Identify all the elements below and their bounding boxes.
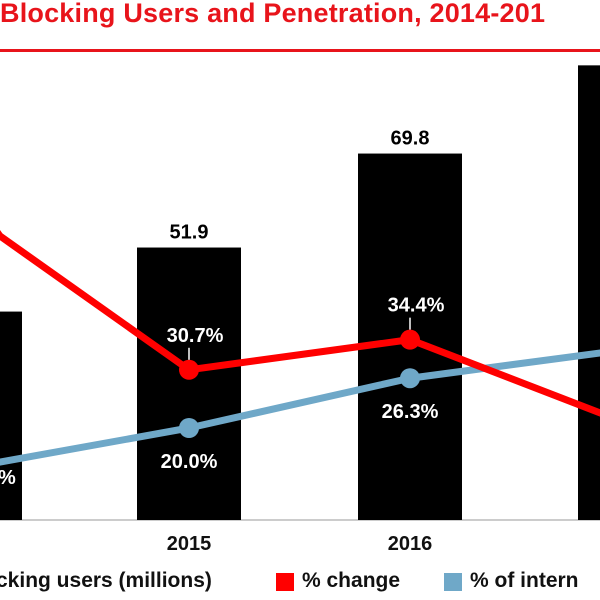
- legend-label-change: % change: [302, 569, 401, 592]
- bar-3: [578, 65, 600, 520]
- penetration-line: [0, 349, 600, 466]
- ticks-layer: 2015 2016: [167, 533, 433, 555]
- bar-0: [0, 311, 22, 520]
- legend-label-penetration: % of intern: [470, 569, 579, 592]
- penetration-value-label-2: 26.3%: [382, 401, 439, 423]
- labels-layer: 51.9 69.8 30.7% 34.4%% 20.0% 26.3%: [0, 128, 445, 489]
- x-tick-label-2: 2016: [388, 533, 433, 555]
- chart-title: Blocking Users and Penetration, 2014-201: [0, 0, 546, 28]
- bar-value-label-1: 51.9: [170, 222, 209, 244]
- lines-layer: [0, 229, 600, 466]
- bar-1: [137, 247, 241, 520]
- legend-swatch-penetration: [444, 573, 462, 591]
- legend-label-bars: cking users (millions): [0, 569, 212, 592]
- change-marker-2: [400, 329, 420, 350]
- change-marker-1: [179, 359, 199, 380]
- x-tick-label-1: 2015: [167, 533, 212, 555]
- penetration-marker-1: [179, 418, 199, 438]
- change-value-label-2: 34.4%: [388, 295, 445, 317]
- penetration-value-label-1: 20.0%: [161, 451, 218, 473]
- change-line: [0, 229, 600, 417]
- bar-value-label-2: 69.8: [391, 128, 430, 150]
- penetration-marker-2: [400, 368, 420, 389]
- bars-layer: [0, 65, 600, 521]
- penetration-value-label-0: %: [0, 467, 16, 489]
- legend-swatch-change: [276, 573, 294, 591]
- title-divider: [0, 49, 600, 52]
- legend: cking users (millions) % change % of int…: [0, 565, 600, 600]
- change-value-label-1: 30.7%: [167, 325, 224, 347]
